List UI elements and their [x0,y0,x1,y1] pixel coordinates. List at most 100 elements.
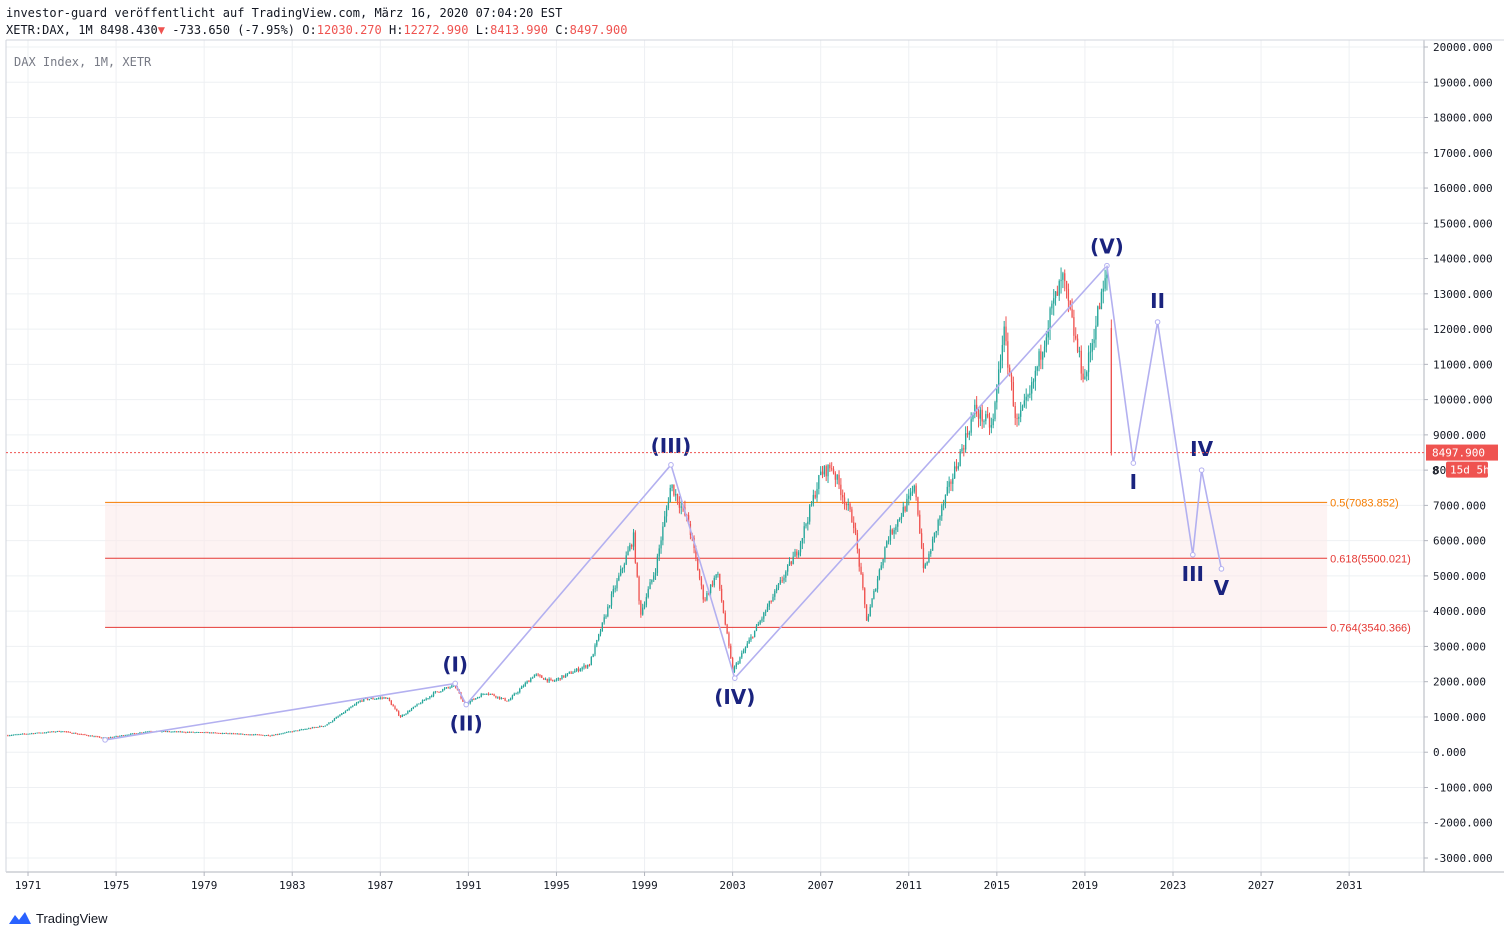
candle-body [884,547,886,560]
candle-body [275,734,277,736]
candle-body [731,657,734,673]
elliott-wave-line[interactable] [104,265,1108,741]
candle-body [596,640,598,646]
candle-body [799,543,802,553]
candle-body [73,732,75,734]
candle-body [944,494,947,504]
candle-body [164,731,167,733]
candle-body [179,731,181,733]
candle-body [530,678,532,682]
candle-body [374,698,376,700]
projection-wave-line[interactable] [1106,265,1223,570]
wave-anchor-point[interactable] [102,737,108,743]
candle-body [719,573,721,589]
candle-body [216,732,218,734]
wave-anchor-point[interactable] [732,675,738,681]
wave-anchor-point[interactable] [452,680,458,687]
candle-body [495,695,497,698]
candle-body [331,720,334,723]
candle-body [805,524,807,527]
candle-body [643,604,646,608]
tradingview-logo[interactable]: TradingView [8,910,108,926]
candle-body [880,565,882,570]
candle-body [280,733,282,735]
candle-body [757,623,759,626]
plot-area[interactable] [6,40,1424,872]
candle-body [509,698,512,701]
fib-level-label: 0.618(5500.021) [1330,553,1411,565]
projection-point[interactable] [1198,467,1205,473]
candle-body [777,583,780,588]
candle-body [38,732,40,734]
candle-body [627,550,629,556]
candle-body [553,680,556,682]
candle-body [196,731,198,733]
candle-body [328,722,330,725]
candle-body [829,464,831,469]
candle-body [117,735,119,737]
candle-body [1075,335,1077,339]
candle-body [807,521,809,525]
candle-body [89,735,92,737]
candle-body [810,503,813,506]
candle-body [909,492,912,496]
last-price: 8498.430 [99,23,158,37]
wave-anchor-point[interactable] [463,701,469,708]
candle-body [209,732,211,734]
countdown-badge [1446,461,1488,478]
candle-body [27,733,29,735]
candle-body [122,735,125,737]
low-value: 8413.990 [490,23,548,37]
candle-body [763,612,765,619]
candle-body [508,700,510,702]
candle-body [531,677,534,679]
candle-body [58,730,60,732]
candle-body [478,697,481,699]
fib-level-label: 0.764(3540.366) [1330,622,1411,634]
candle-body [964,433,967,450]
candle-body [867,616,870,621]
candle-body [302,729,304,731]
candle-body [1040,351,1042,360]
candle-body [427,698,429,700]
projection-point[interactable] [1190,551,1196,558]
candle-body [952,478,954,484]
candle-body [18,734,20,736]
candle-body [555,679,558,681]
candle-body [847,504,849,506]
x-tick-label: 2031 [1336,879,1363,892]
candle-body [792,556,794,565]
projection-point[interactable] [1130,460,1137,466]
candle-body [212,732,215,734]
candle-body [240,733,242,735]
candle-body [647,589,649,598]
candle-body [278,733,281,735]
candle-body [946,486,948,495]
projection-point[interactable] [1154,319,1161,325]
candle-body [755,625,758,631]
candle-body [23,733,26,735]
candle-body [988,416,991,428]
candle-body [972,414,974,420]
candle-body [436,691,438,693]
y-tick-label: 14000.000 [1433,253,1493,266]
candle-body [919,514,921,534]
candle-body [254,734,257,736]
candle-body [546,678,548,682]
candle-body [629,544,631,551]
candle-body [737,662,739,664]
candle-body [119,735,121,737]
candle-body [983,421,985,423]
price-change: -733.650 [172,23,230,37]
candle-body [658,548,660,557]
wave-anchor-point[interactable] [668,462,674,468]
candle-body [838,474,840,485]
candle-body [667,502,670,509]
ohlc-header: XETR:DAX, 1M 8498.430▼ -733.650 (-7.95%)… [6,23,627,37]
projection-point[interactable] [1218,566,1225,572]
candle-body [706,593,708,600]
y-tick-label: 16000.000 [1433,182,1493,195]
candle-body [174,731,176,733]
candle-body [638,576,640,601]
